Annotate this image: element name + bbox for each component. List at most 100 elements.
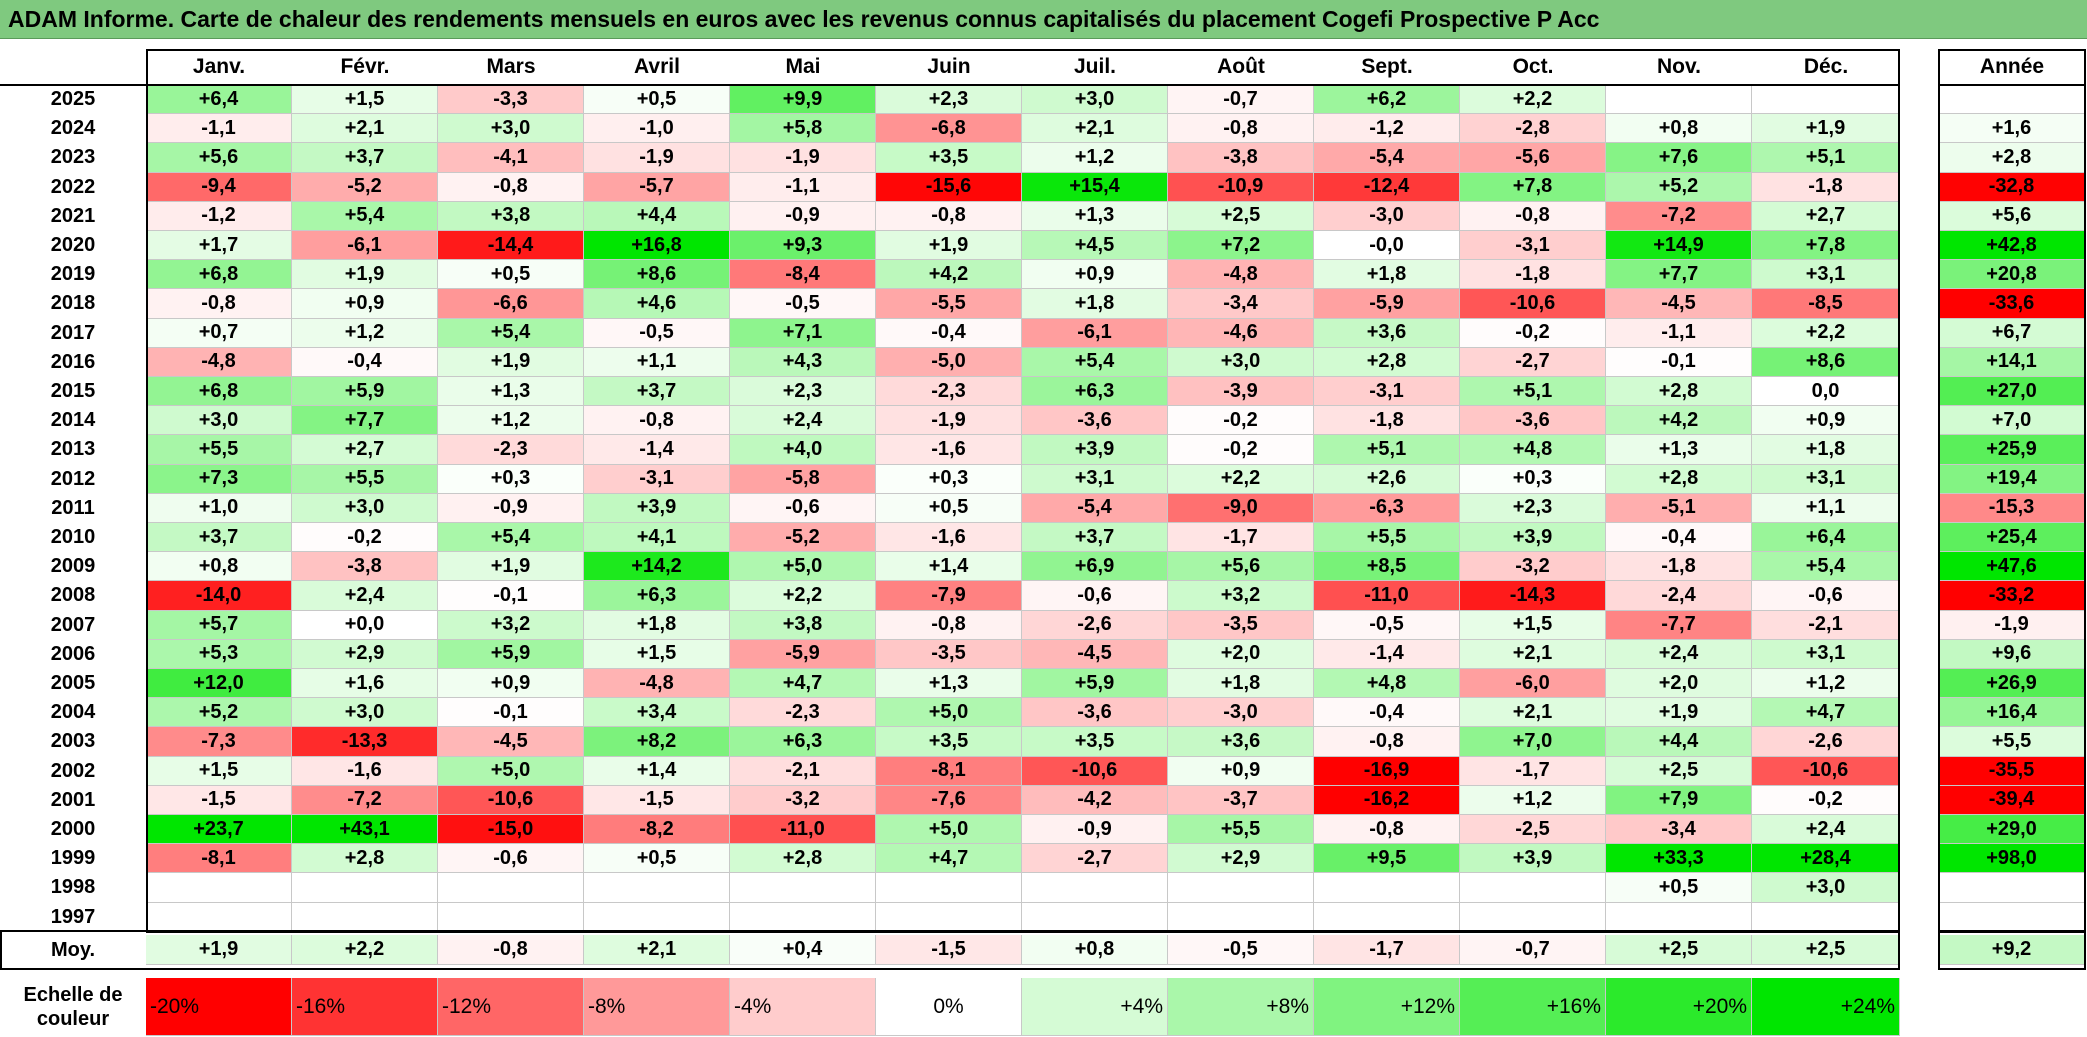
annual-cell: +42,8 [1938,231,2086,261]
heatmap-cell: +9,3 [730,231,876,261]
heatmap-cell [1752,902,1900,932]
heatmap-cell: +2,1 [1022,114,1168,144]
heatmap-cell [1168,902,1314,932]
heatmap-cell: +2,8 [1314,347,1460,377]
scale-step: -8% [584,978,730,1036]
annual-cell: +6,7 [1938,318,2086,348]
heatmap-cell [146,873,292,903]
heatmap-cell: +7,7 [292,406,438,436]
heatmap-cell: +1,7 [146,231,292,261]
heatmap-cell: -3,9 [1168,377,1314,407]
heatmap-cell: +5,5 [1168,815,1314,845]
heatmap-cell: +2,2 [1752,318,1900,348]
heatmap-cell: -4,2 [1022,785,1168,815]
column-header: Nov. [1657,55,1701,78]
heatmap-cell: -7,2 [292,785,438,815]
heatmap-cell: -0,9 [438,493,584,523]
heatmap-cell: +2,3 [876,85,1022,115]
heatmap-cell: +3,9 [1460,523,1606,553]
heatmap-cell: +1,2 [1460,785,1606,815]
heatmap-cell: +3,1 [1752,260,1900,290]
heatmap-cell: -0,8 [1168,114,1314,144]
annual-cell: +5,5 [1938,727,2086,757]
heatmap-cell: -6,3 [1314,493,1460,523]
heatmap-cell: -2,3 [730,698,876,728]
heatmap-cell: -7,9 [876,581,1022,611]
row-year-label: 2021 [50,204,96,227]
heatmap-cell: +2,9 [292,639,438,669]
heatmap-cell: +0,5 [584,844,730,874]
heatmap-cell: +5,1 [1314,435,1460,465]
heatmap-cell: +3,1 [1752,464,1900,494]
heatmap-cell [1022,902,1168,932]
heatmap-cell: -0,4 [1314,698,1460,728]
heatmap-cell: +3,9 [1460,844,1606,874]
heatmap-cell: +23,7 [146,815,292,845]
heatmap-cell: -5,8 [730,464,876,494]
heatmap-cell: +1,5 [584,639,730,669]
row-year-label: 2008 [50,584,96,607]
heatmap-cell: -9,0 [1168,493,1314,523]
average-cell: +2,2 [292,935,438,965]
annual-cell: -1,9 [1938,610,2086,640]
heatmap-cell: -3,3 [438,85,584,115]
heatmap-cell [146,902,292,932]
row-year-label: 2004 [50,701,96,724]
annual-cell: -33,6 [1938,289,2086,319]
heatmap-cell: +2,7 [292,435,438,465]
scale-step: +12% [1314,978,1460,1036]
annual-cell: -33,2 [1938,581,2086,611]
heatmap-cell: +1,4 [584,756,730,786]
heatmap-cell: -4,6 [1168,318,1314,348]
heatmap-cell: -2,8 [1460,114,1606,144]
heatmap-cell: +5,5 [292,464,438,494]
heatmap-cell: +1,8 [1752,435,1900,465]
heatmap-cell: -3,2 [1460,552,1606,582]
annual-cell: +14,1 [1938,347,2086,377]
heatmap-cell: -0,4 [292,347,438,377]
row-year-label: 2019 [50,263,96,286]
heatmap-cell: +5,4 [438,318,584,348]
average-cell: +0,8 [1022,935,1168,965]
heatmap-cell: -0,6 [730,493,876,523]
heatmap-cell: +5,6 [146,143,292,173]
heatmap-cell: +16,8 [584,231,730,261]
heatmap-cell: -0,6 [1752,581,1900,611]
heatmap-cell: +1,8 [584,610,730,640]
heatmap-cell: +4,8 [1460,435,1606,465]
heatmap-cell: -14,0 [146,581,292,611]
scale-label: Echelle de couleur [23,984,123,1030]
row-year-label: 1998 [50,876,96,899]
heatmap-cell: +4,6 [584,289,730,319]
column-header: Févr. [340,55,390,78]
heatmap-cell: +3,0 [438,114,584,144]
heatmap-cell [1606,902,1752,932]
heatmap-cell: -4,8 [584,669,730,699]
heatmap-cell: +43,1 [292,815,438,845]
heatmap-cell: +7,8 [1460,172,1606,202]
heatmap-cell: +5,4 [1752,552,1900,582]
heatmap-cell: +1,2 [438,406,584,436]
heatmap-cell: +2,5 [1606,756,1752,786]
heatmap-cell: -0,0 [1314,231,1460,261]
heatmap-cell: +5,7 [146,610,292,640]
heatmap-cell: +0,5 [1606,873,1752,903]
heatmap-cell: +8,6 [1752,347,1900,377]
heatmap-cell: -5,2 [730,523,876,553]
heatmap-cell: +2,9 [1168,844,1314,874]
heatmap-cell: +3,5 [876,727,1022,757]
heatmap-cell: -3,2 [730,785,876,815]
heatmap-cell: -0,9 [730,201,876,231]
heatmap-cell: +2,8 [1606,377,1752,407]
row-year-label: 2013 [50,438,96,461]
heatmap-cell: +15,4 [1022,172,1168,202]
heatmap-cell: -6,6 [438,289,584,319]
heatmap-cell: -1,5 [584,785,730,815]
scale-step: +16% [1460,978,1606,1036]
heatmap-cell: +4,3 [730,347,876,377]
heatmap-cell: -2,1 [730,756,876,786]
heatmap-cell: +1,4 [876,552,1022,582]
heatmap-cell: +4,8 [1314,669,1460,699]
row-year-label: 2025 [50,88,96,111]
heatmap-cell: +5,0 [730,552,876,582]
